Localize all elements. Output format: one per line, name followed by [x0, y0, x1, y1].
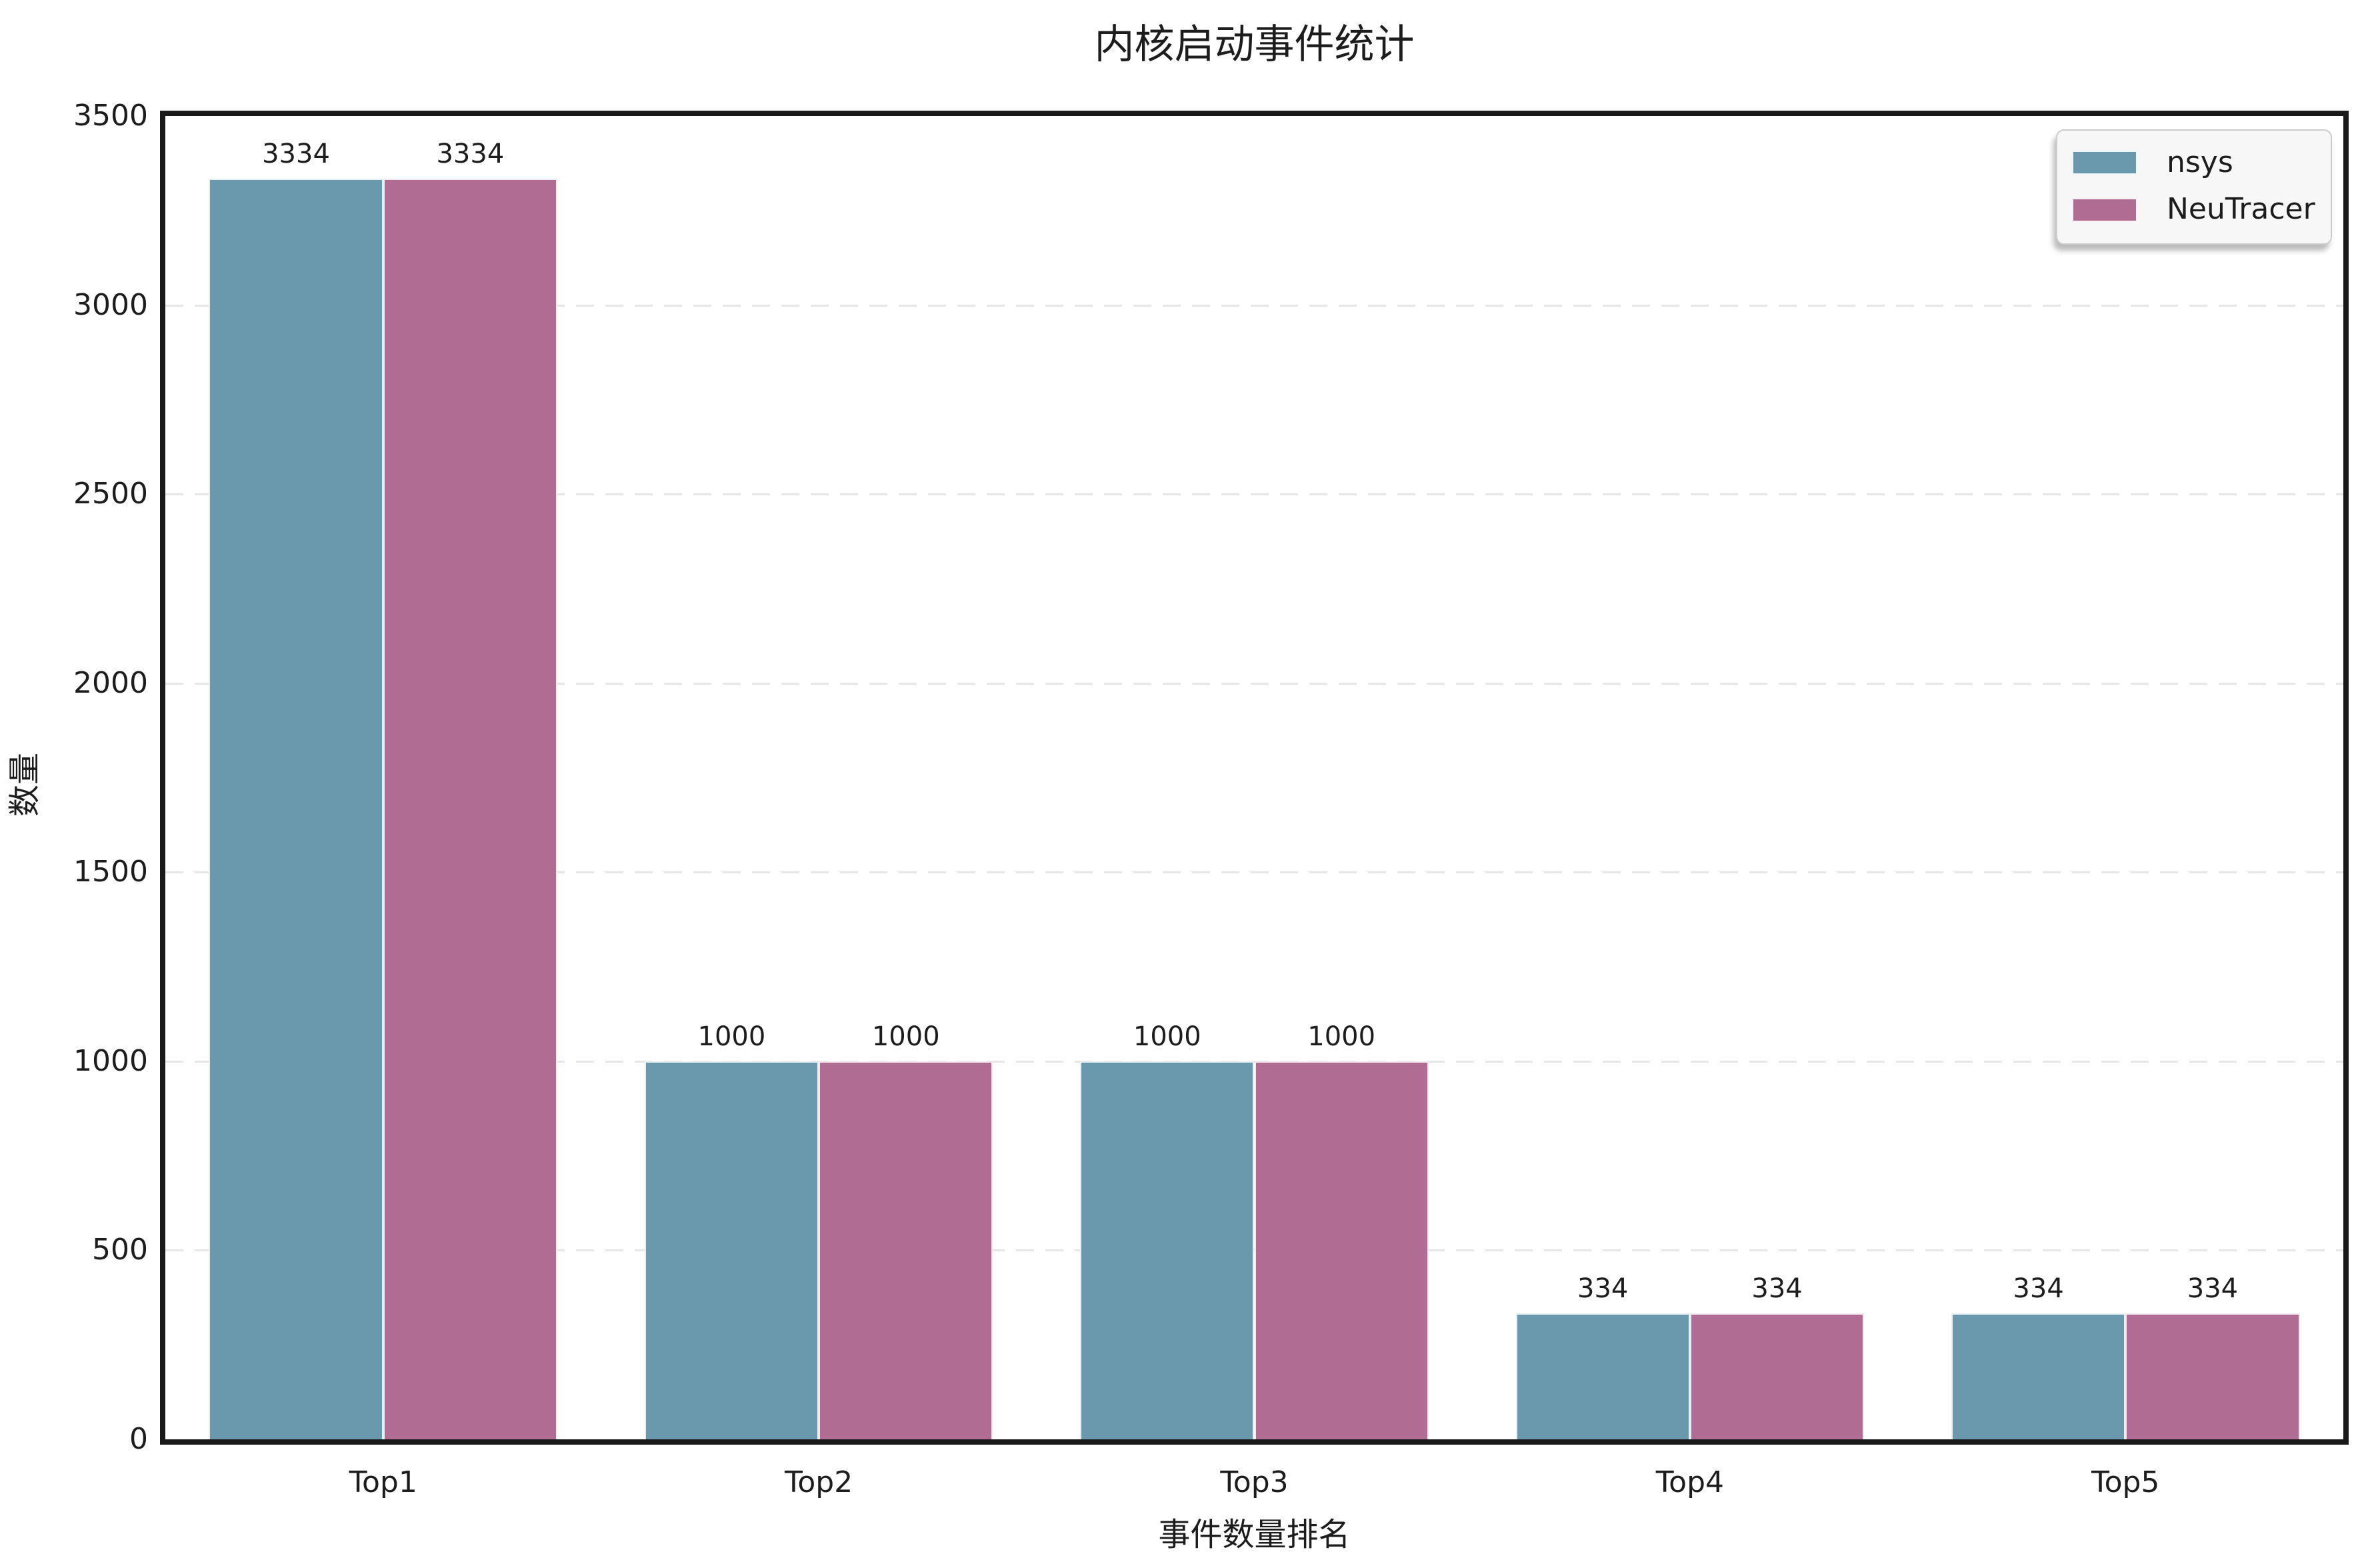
- bar-value-label-nsys-Top5: 334: [2013, 1273, 2064, 1304]
- y-tick-2000: 2000: [73, 665, 148, 700]
- x-axis-label: 事件数量排名: [1158, 1516, 1351, 1553]
- bar-value-label-nsys-Top4: 334: [1577, 1273, 1629, 1304]
- gridline-2500: [165, 493, 2343, 496]
- legend-swatch-NeuTracer: [2072, 197, 2137, 222]
- y-tick-3500: 3500: [73, 99, 148, 133]
- y-tick-2500: 2500: [73, 477, 148, 511]
- bar-value-label-nsys-Top1: 3334: [262, 139, 330, 170]
- legend-label-nsys: nsys: [2167, 145, 2233, 179]
- bar-nsys-Top5: [1951, 1313, 2126, 1439]
- bar-nsys-Top2: [644, 1061, 819, 1439]
- plot-inner: 3334 3334 1000 1000 1000 1000 334 334 334 334: [165, 116, 2343, 1439]
- bar-value-label-nsys-Top2: 1000: [697, 1021, 766, 1052]
- y-tick-1000: 1000: [73, 1043, 148, 1078]
- bar-NeuTracer-Top1: [383, 179, 558, 1439]
- bar-NeuTracer-Top5: [2125, 1313, 2300, 1439]
- x-tick-Top5: Top5: [2091, 1465, 2160, 1499]
- bar-value-label-NeuTracer-Top3: 1000: [1307, 1021, 1376, 1052]
- plot-area: 3334 3334 1000 1000 1000 1000 334 334 334 334: [160, 111, 2349, 1445]
- legend-swatch-nsys: [2072, 151, 2137, 175]
- bar-NeuTracer-Top3: [1254, 1061, 1429, 1439]
- y-tick-0: 0: [129, 1422, 148, 1456]
- bar-NeuTracer-Top2: [819, 1061, 993, 1439]
- bar-nsys-Top1: [209, 179, 383, 1439]
- legend-label-NeuTracer: NeuTracer: [2167, 192, 2315, 227]
- bar-nsys-Top4: [1515, 1313, 1690, 1439]
- bar-value-label-NeuTracer-Top4: 334: [1751, 1273, 1803, 1304]
- gridline-1500: [165, 871, 2343, 874]
- x-tick-Top1: Top1: [349, 1465, 417, 1499]
- bar-value-label-NeuTracer-Top1: 3334: [436, 139, 505, 170]
- y-tick-1500: 1500: [73, 855, 148, 889]
- bar-value-label-nsys-Top3: 1000: [1133, 1021, 1201, 1052]
- y-axis-label: 数量: [6, 753, 43, 817]
- bar-NeuTracer-Top4: [1689, 1313, 1865, 1439]
- y-tick-3000: 3000: [73, 287, 148, 322]
- x-tick-Top3: Top3: [1220, 1465, 1289, 1499]
- legend: nsys NeuTracer: [2056, 129, 2332, 245]
- legend-item-nsys: nsys: [2072, 145, 2313, 179]
- y-tick-500: 500: [92, 1233, 148, 1267]
- gridline-2000: [165, 682, 2343, 685]
- bar-nsys-Top3: [1080, 1061, 1255, 1439]
- x-tick-Top4: Top4: [1655, 1465, 1725, 1499]
- chart-title: 内核启动事件统计: [1094, 21, 1415, 68]
- legend-item-NeuTracer: NeuTracer: [2072, 192, 2315, 227]
- x-tick-Top2: Top2: [784, 1465, 853, 1499]
- bar-value-label-NeuTracer-Top2: 1000: [871, 1021, 940, 1052]
- gridline-3000: [165, 304, 2343, 307]
- bar-value-label-NeuTracer-Top5: 334: [2187, 1273, 2239, 1304]
